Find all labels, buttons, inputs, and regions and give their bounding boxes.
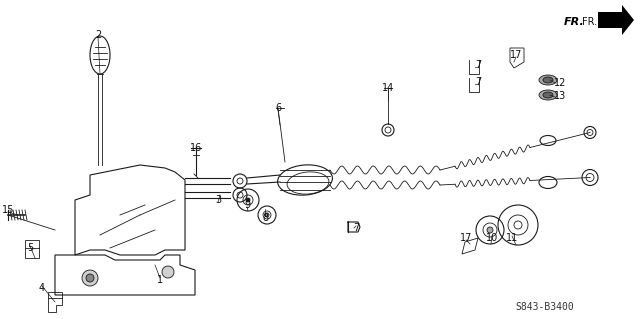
Text: 17: 17 [460,233,472,243]
Circle shape [86,274,94,282]
Text: 14: 14 [382,83,394,93]
Text: 2: 2 [95,30,101,40]
Text: 13: 13 [554,91,566,101]
Text: 3: 3 [215,195,221,205]
Text: 11: 11 [506,233,518,243]
Circle shape [82,270,98,286]
Text: 7: 7 [475,60,481,70]
Text: 6: 6 [275,103,281,113]
Text: 4: 4 [39,283,45,293]
Text: 9: 9 [244,200,250,210]
Text: 10: 10 [486,233,498,243]
Polygon shape [598,5,634,35]
Text: 8: 8 [262,213,268,223]
Circle shape [265,213,269,217]
Text: 7: 7 [353,223,359,233]
Text: 17: 17 [510,50,522,60]
Text: 15: 15 [2,205,14,215]
Circle shape [487,227,493,233]
Circle shape [162,266,174,278]
Text: 16: 16 [190,143,202,153]
Ellipse shape [539,90,557,100]
Text: S843-B3400: S843-B3400 [516,302,574,312]
Text: 12: 12 [554,78,566,88]
Text: 7: 7 [475,77,481,87]
Bar [25,240,39,258]
Ellipse shape [539,75,557,85]
Text: FR.: FR. [564,17,585,27]
Ellipse shape [543,92,553,98]
Text: FR.: FR. [582,17,598,27]
Circle shape [246,198,250,202]
Text: 1: 1 [157,275,163,285]
Ellipse shape [543,77,553,83]
Text: 5: 5 [27,243,33,253]
